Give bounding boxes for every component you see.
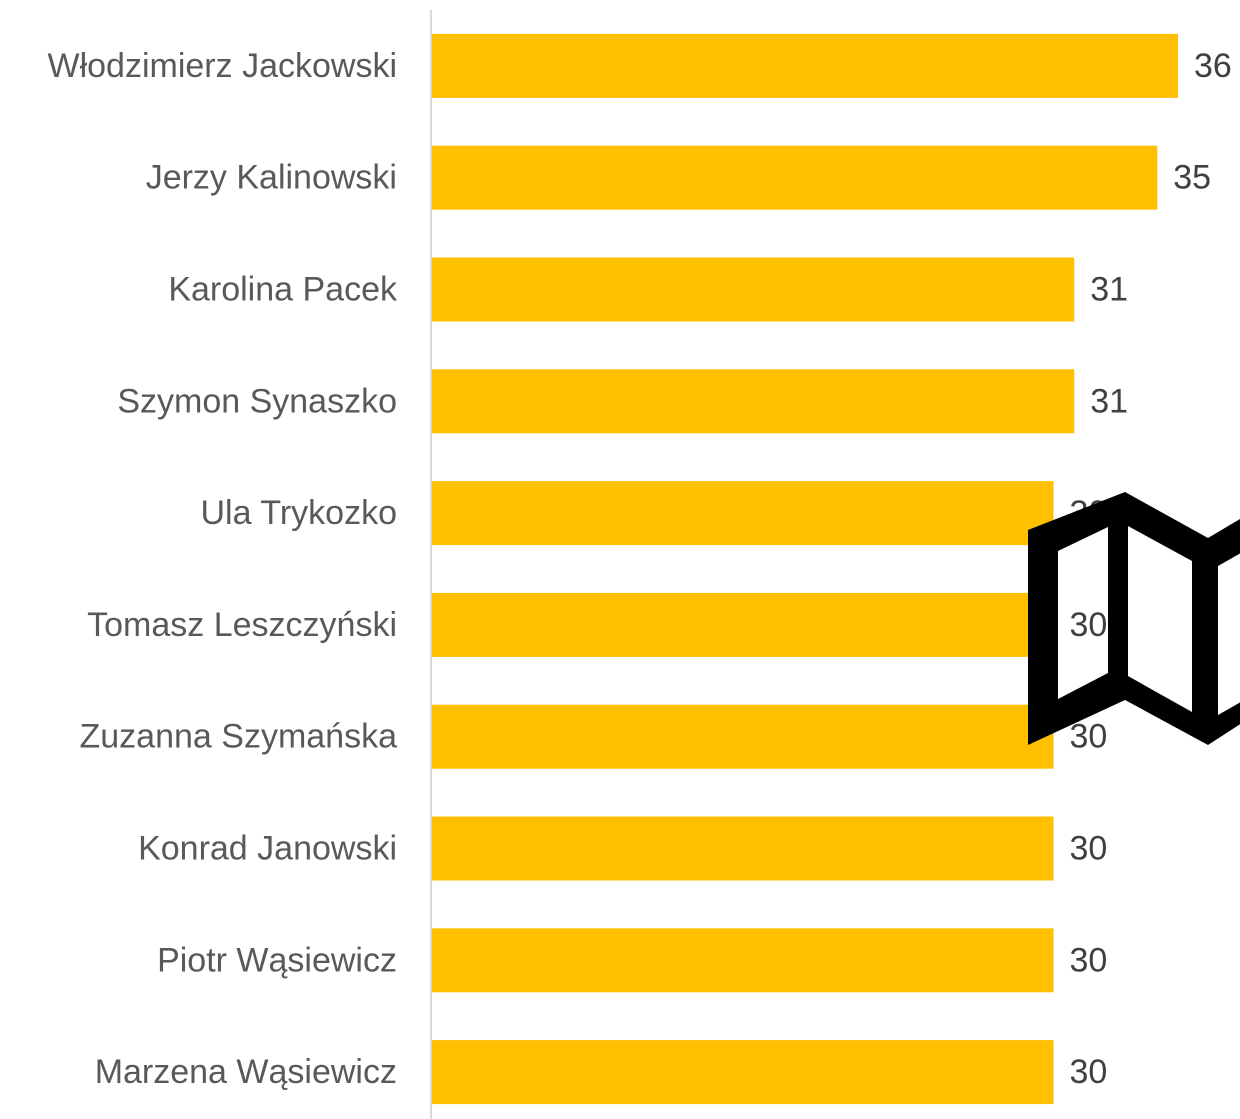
- category-label-0: Włodzimierz Jackowski: [48, 47, 398, 85]
- bar-6: [432, 704, 1054, 769]
- category-label-1: Jerzy Kalinowski: [146, 159, 397, 197]
- category-label-3: Szymon Synaszko: [117, 382, 397, 420]
- bar-0: [432, 33, 1178, 98]
- bar-3: [432, 369, 1075, 434]
- category-label-5: Tomasz Leszczyński: [87, 606, 397, 644]
- bar-5: [432, 592, 1054, 657]
- value-label-9: 30: [1070, 1053, 1108, 1091]
- value-label-8: 30: [1070, 941, 1108, 979]
- bar-8: [432, 928, 1054, 993]
- bars-layer: [432, 33, 1178, 1105]
- category-label-6: Zuzanna Szymańska: [80, 718, 398, 756]
- category-label-9: Marzena Wąsiewicz: [95, 1053, 397, 1091]
- bar-9: [432, 1040, 1054, 1105]
- bar-4: [432, 481, 1054, 546]
- value-label-3: 31: [1090, 382, 1128, 420]
- bar-7: [432, 816, 1054, 881]
- value-label-1: 35: [1173, 159, 1211, 197]
- value-label-0: 36: [1194, 47, 1232, 85]
- bar-1: [432, 145, 1158, 210]
- category-label-8: Piotr Wąsiewicz: [157, 941, 397, 979]
- value-label-5: 30: [1070, 606, 1108, 644]
- value-label-6: 30: [1070, 718, 1108, 756]
- value-label-7: 30: [1070, 830, 1108, 868]
- category-label-2: Karolina Pacek: [168, 271, 398, 309]
- labels-layer: Włodzimierz Jackowski 36 Jerzy Kalinowski 3…: [48, 47, 1232, 1091]
- folded-map-icon: [1028, 492, 1240, 745]
- category-label-7: Konrad Janowski: [138, 830, 397, 868]
- value-label-2: 31: [1090, 271, 1128, 309]
- category-label-4: Ula Trykozko: [201, 494, 398, 532]
- bar-2: [432, 257, 1075, 322]
